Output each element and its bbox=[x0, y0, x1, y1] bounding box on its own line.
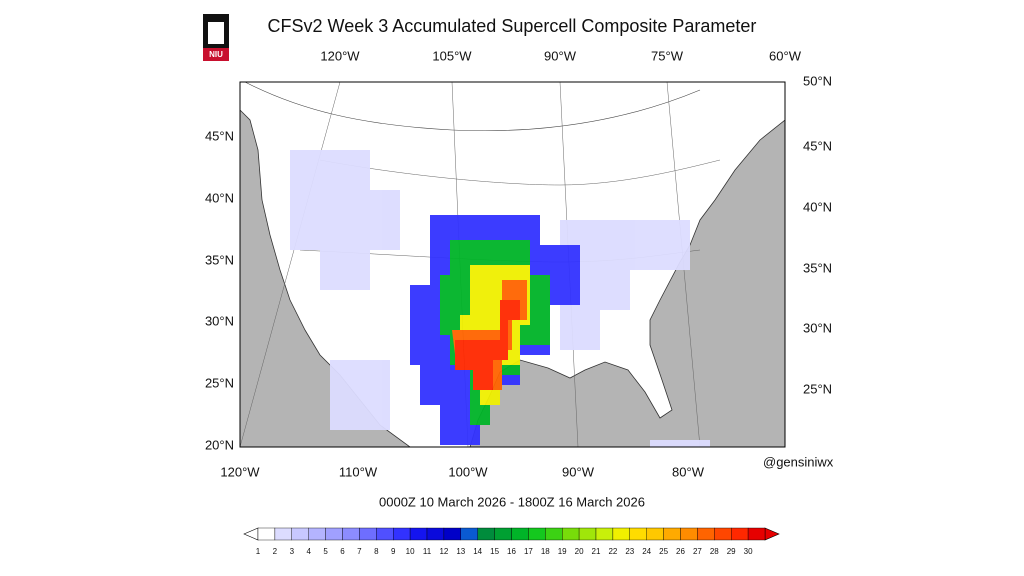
colorbar-label: 8 bbox=[374, 547, 379, 556]
bottom-lon-label: 80°W bbox=[672, 464, 705, 479]
colorbar-swatch bbox=[325, 527, 343, 541]
colorbar-label: 22 bbox=[608, 547, 617, 556]
colorbar-swatch bbox=[528, 527, 546, 541]
left-lat-label: 20°N bbox=[205, 437, 234, 452]
left-lat-label: 30°N bbox=[205, 313, 234, 328]
colorbar-label: 5 bbox=[323, 547, 328, 556]
colorbar-swatch bbox=[578, 527, 597, 541]
left-lat-label: 25°N bbox=[205, 375, 234, 390]
colorbar-swatch bbox=[291, 527, 309, 541]
top-lon-label: 75°W bbox=[651, 48, 684, 63]
colorbar-swatch bbox=[714, 527, 732, 541]
colorbar-swatch bbox=[731, 527, 749, 541]
colorbar-label: 3 bbox=[290, 547, 295, 556]
colorbar-label: 26 bbox=[676, 547, 685, 556]
colorbar-label: 7 bbox=[357, 547, 362, 556]
bottom-lon-label: 90°W bbox=[562, 464, 595, 479]
colorbar-swatch bbox=[359, 527, 377, 541]
valid-period: 0000Z 10 March 2026 - 1800Z 16 March 202… bbox=[379, 494, 645, 509]
colorbar-label: 21 bbox=[592, 547, 601, 556]
colorbar-label: 29 bbox=[727, 547, 736, 556]
colorbar-label: 25 bbox=[659, 547, 668, 556]
colorbar-swatch bbox=[393, 527, 411, 541]
colorbar-swatch bbox=[274, 527, 292, 541]
top-lon-label: 120°W bbox=[320, 48, 360, 63]
top-lon-label: 60°W bbox=[769, 48, 802, 63]
credit: @gensiniwx bbox=[763, 454, 834, 469]
right-lat-label: 30°N bbox=[803, 320, 832, 335]
colorbar-label: 2 bbox=[273, 547, 278, 556]
top-lon-label: 105°W bbox=[432, 48, 472, 63]
right-lat-label: 45°N bbox=[803, 138, 832, 153]
colorbar-label: 12 bbox=[439, 547, 448, 556]
colorbar-label: 15 bbox=[490, 547, 499, 556]
colorbar-label: 1 bbox=[256, 547, 261, 556]
colorbar-label: 14 bbox=[473, 547, 482, 556]
colorbar-swatch bbox=[342, 527, 360, 541]
left-lat-label: 45°N bbox=[205, 128, 234, 143]
colorbar-swatch bbox=[257, 527, 276, 541]
right-lat-label: 25°N bbox=[803, 381, 832, 396]
colorbar-label: 23 bbox=[625, 547, 634, 556]
colorbar-swatch bbox=[477, 527, 495, 541]
scp-field bbox=[290, 150, 710, 447]
colorbar-swatch bbox=[494, 527, 512, 541]
left-lat-label: 35°N bbox=[205, 252, 234, 267]
colorbar: 1 2 3 4 5 6 7 8 9 10 11 12 13 14 15 16 17 18 19 20 21 22 23 24 2… bbox=[243, 527, 780, 556]
colorbar-swatch bbox=[308, 527, 326, 541]
bottom-lon-label: 110°W bbox=[339, 464, 378, 479]
colorbar-swatch bbox=[545, 527, 563, 541]
colorbar-label: 30 bbox=[744, 547, 753, 556]
right-lat-label: 35°N bbox=[803, 260, 832, 275]
logo-text: NIU bbox=[209, 50, 223, 59]
colorbar-label: 10 bbox=[406, 547, 415, 556]
colorbar-swatch bbox=[511, 527, 529, 541]
colorbar-label: 9 bbox=[391, 547, 396, 556]
colorbar-label: 27 bbox=[693, 547, 702, 556]
map bbox=[239, 81, 786, 448]
colorbar-label: 13 bbox=[456, 547, 465, 556]
colorbar-swatch bbox=[409, 527, 428, 541]
colorbar-label: 20 bbox=[575, 547, 584, 556]
colorbar-swatch bbox=[697, 527, 715, 541]
left-lat-label: 40°N bbox=[205, 190, 234, 205]
colorbar-swatch bbox=[629, 527, 647, 541]
colorbar-label: 18 bbox=[541, 547, 550, 556]
colorbar-swatch bbox=[426, 527, 445, 541]
bottom-lon-label: 100°W bbox=[448, 464, 488, 479]
colorbar-swatch bbox=[376, 527, 394, 541]
colorbar-swatch bbox=[595, 527, 614, 541]
colorbar-label: 28 bbox=[710, 547, 719, 556]
colorbar-swatch bbox=[663, 527, 681, 541]
colorbar-label: 24 bbox=[642, 547, 651, 556]
colorbar-label: 17 bbox=[524, 547, 533, 556]
right-lat-label: 40°N bbox=[803, 199, 832, 214]
colorbar-swatch bbox=[612, 527, 631, 541]
colorbar-swatch bbox=[460, 527, 478, 541]
logo: NIU bbox=[203, 14, 229, 61]
colorbar-swatch bbox=[562, 527, 580, 541]
top-lon-label: 90°W bbox=[544, 48, 577, 63]
bottom-lon-label: 120°W bbox=[220, 464, 260, 479]
right-lat-label: 50°N bbox=[803, 73, 832, 88]
colorbar-label: 16 bbox=[507, 547, 516, 556]
colorbar-swatch bbox=[680, 527, 698, 541]
colorbar-label: 11 bbox=[423, 547, 432, 556]
colorbar-swatch bbox=[747, 527, 766, 541]
colorbar-label: 4 bbox=[306, 547, 311, 556]
title: CFSv2 Week 3 Accumulated Supercell Compo… bbox=[268, 16, 757, 36]
colorbar-swatch bbox=[646, 527, 664, 541]
colorbar-label: 19 bbox=[558, 547, 567, 556]
colorbar-swatch bbox=[443, 527, 461, 541]
colorbar-label: 6 bbox=[340, 547, 345, 556]
